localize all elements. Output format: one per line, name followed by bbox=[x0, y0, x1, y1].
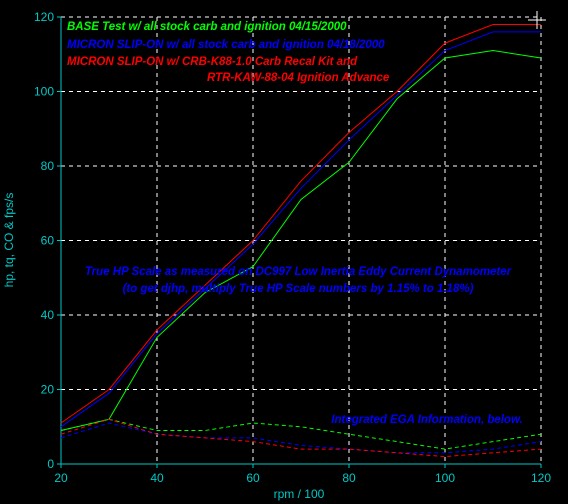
annotation-ega-info: Integrated EGA Information, below. bbox=[331, 414, 522, 426]
y-tick-label-100: 100 bbox=[34, 85, 54, 99]
x-tick-label-40: 40 bbox=[150, 471, 164, 485]
y-tick-label-120: 120 bbox=[34, 10, 54, 24]
x-axis-label: rpm / 100 bbox=[274, 487, 325, 501]
series-line-0 bbox=[60, 49, 542, 431]
ega-line-2 bbox=[60, 418, 542, 458]
legend-entry-micron-kit-line2: RTR-KAW-88-04 Ignition Advance bbox=[207, 72, 390, 84]
y-tick-label-80: 80 bbox=[41, 159, 55, 173]
x-tick-label-60: 60 bbox=[246, 471, 260, 485]
grid-lines bbox=[61, 16, 542, 464]
y-tick-label-20: 20 bbox=[41, 383, 55, 397]
series-line-1 bbox=[60, 31, 541, 428]
x-tick-label-80: 80 bbox=[342, 471, 356, 485]
series-line-2 bbox=[60, 24, 541, 424]
legend-entry-base: BASE Test w/ all stock carb and ignition… bbox=[67, 21, 347, 33]
x-tick-label-120: 120 bbox=[531, 471, 551, 485]
legend-entry-micron-kit: MICRON SLIP-ON w/ CRB-K88-1.0 Carb Recal… bbox=[67, 56, 358, 68]
y-tick-label-60: 60 bbox=[41, 234, 55, 248]
series-lines bbox=[60, 24, 542, 458]
y-tick-label-0: 0 bbox=[47, 457, 54, 471]
annotation-djhp-note: (to get djhp, multiply True HP Scale num… bbox=[123, 283, 474, 295]
y-tick-label-40: 40 bbox=[41, 308, 55, 322]
legend: BASE Test w/ all stock carb and ignition… bbox=[67, 21, 390, 84]
cursor-crosshair bbox=[528, 11, 546, 29]
annotation-true-hp-scale: True HP Scale as measured on DC997 Low I… bbox=[85, 266, 512, 278]
legend-entry-micron-stock: MICRON SLIP-ON w/ all stock carb and ign… bbox=[67, 39, 385, 51]
y-axis-label: hp, tq, CO & fps/s bbox=[2, 193, 16, 288]
x-tick-label-20: 20 bbox=[54, 471, 68, 485]
x-tick-label-100: 100 bbox=[435, 471, 455, 485]
